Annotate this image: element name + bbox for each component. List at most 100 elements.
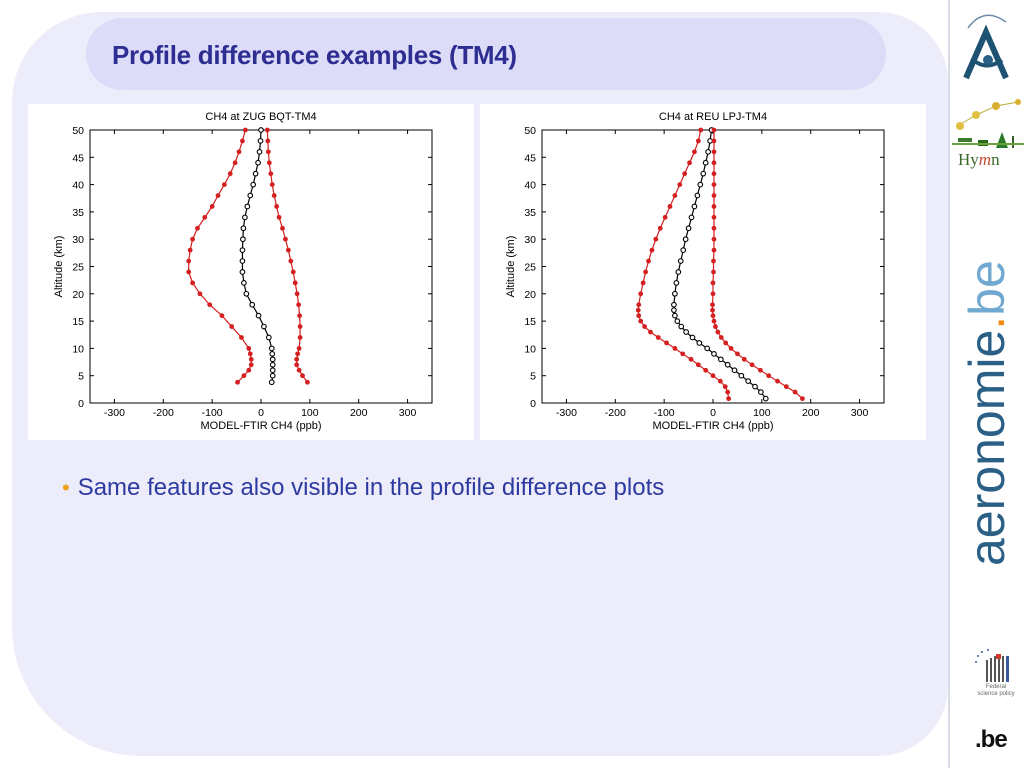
series-0-point: [682, 171, 688, 177]
series-2-point: [711, 138, 717, 144]
y-tick-label: 45: [72, 152, 84, 164]
series-1-point: [250, 181, 257, 188]
series-1-point: [700, 170, 707, 177]
series-1-point: [247, 192, 254, 199]
series-1-point: [265, 334, 272, 341]
series-2-point: [711, 193, 717, 198]
series-1-point: [689, 334, 696, 341]
series-2-point: [711, 247, 717, 253]
series-0-point: [219, 313, 225, 319]
series-0-point: [717, 378, 723, 384]
series-0-point: [236, 149, 242, 155]
series-0-point: [695, 138, 701, 144]
series-2-point: [711, 182, 717, 187]
series-2-point: [711, 127, 717, 133]
series-0-point: [197, 291, 203, 297]
series-0-point: [695, 362, 701, 368]
hymn-logo-icon: [952, 99, 1024, 148]
series-2-point: [276, 214, 282, 220]
series-0-point: [202, 214, 208, 220]
x-axis-label: MODEL-FTIR CH4 (ppb): [652, 420, 773, 432]
series-1-point: [674, 318, 681, 324]
series-1-point: [683, 329, 689, 335]
series-1-point: [269, 356, 276, 363]
series-2-point: [711, 318, 717, 324]
series-1-point: [680, 247, 687, 253]
bullet-text: Same features also visible in the profil…: [77, 474, 665, 501]
x-tick-label: 0: [258, 407, 264, 419]
series-0-point: [710, 373, 716, 379]
series-0-point: [677, 182, 683, 187]
y-tick-label: 50: [524, 125, 536, 137]
series-2-point: [735, 351, 740, 357]
y-tick-label: 10: [524, 343, 536, 355]
series-2-point: [266, 160, 272, 166]
series-1-point: [252, 170, 259, 177]
y-tick-label: 30: [524, 234, 536, 246]
x-tick-label: -100: [654, 407, 675, 419]
series-1-point: [731, 367, 738, 374]
x-tick-label: 100: [301, 407, 319, 419]
series-0-point: [242, 127, 248, 133]
series-2-point: [741, 356, 747, 362]
series-0-point: [722, 384, 728, 390]
series-2-point: [757, 367, 763, 373]
series-1-point: [675, 269, 682, 275]
series-2-point: [710, 302, 715, 308]
series-2-point: [268, 171, 274, 177]
series-1-point: [240, 225, 247, 232]
series-2-point: [305, 379, 310, 385]
series-0-point: [241, 373, 247, 379]
series-0-point: [246, 346, 252, 351]
x-tick-label: -300: [104, 407, 125, 419]
series-2-line: [711, 130, 803, 400]
series-2-point: [297, 335, 303, 340]
chart-left: CH4 at ZUG BQT-TM4 -300 -200 -100 0 100 200 300…: [28, 104, 474, 440]
series-2-point: [723, 340, 729, 346]
series-1-point: [243, 290, 250, 297]
series-0-point: [648, 329, 653, 335]
series-2-point: [711, 171, 717, 177]
y-tick-label: 40: [524, 180, 536, 192]
series-1-point: [256, 148, 263, 155]
y-tick-label: 5: [78, 371, 84, 383]
series-0-point: [640, 280, 646, 286]
series-2-point: [710, 307, 715, 313]
series-2-point: [710, 291, 716, 297]
series-2-point: [715, 329, 721, 335]
bullet-item: • Same features also visible in the profi…: [62, 474, 664, 502]
series-0-point: [227, 171, 233, 177]
series-2-point: [300, 373, 305, 379]
series-2-point: [280, 225, 285, 231]
series-1-point: [671, 301, 677, 308]
series-0-point: [672, 193, 678, 198]
series-2-point: [792, 389, 798, 395]
series-0-point: [638, 291, 644, 297]
y-tick-label: 0: [530, 398, 536, 410]
series-2-point: [711, 236, 717, 242]
series-0-point: [221, 182, 227, 187]
series-2-point: [711, 149, 717, 155]
series-1-point: [240, 236, 246, 243]
x-tick-label: 300: [399, 407, 417, 419]
series-1-point: [673, 280, 680, 286]
series-0-point: [187, 247, 193, 253]
series-1-point: [688, 214, 695, 221]
series-0-point: [649, 247, 655, 253]
y-axis-label: Altitude (km): [53, 236, 65, 298]
series-1-point: [717, 356, 724, 363]
series-2-point: [297, 313, 302, 319]
series-1-point: [242, 214, 248, 221]
series-1-point: [257, 138, 264, 144]
hymn-wordmark: Hymn: [958, 150, 1000, 169]
series-2-point: [292, 280, 298, 286]
y-tick-label: 45: [524, 152, 536, 164]
series-2-point: [274, 204, 280, 209]
series-1-point: [255, 312, 262, 319]
series-2-point: [711, 225, 717, 231]
series-0-line: [637, 129, 730, 399]
series-0-point: [667, 204, 673, 209]
series-2-point: [294, 356, 300, 362]
chart-right-svg: CH4 at REU LPJ-TM4-300 -200 -100 0 100 200 300…: [505, 111, 885, 432]
series-1-point: [269, 361, 276, 368]
